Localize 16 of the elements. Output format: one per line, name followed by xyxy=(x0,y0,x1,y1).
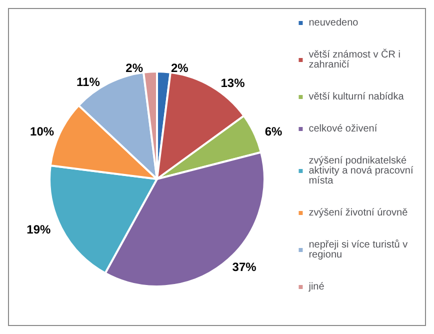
legend-label: nepřeji si více turistů v regionu xyxy=(308,238,410,260)
data-label: 10% xyxy=(30,124,54,139)
data-label: 2% xyxy=(126,60,144,75)
legend-label: jiné xyxy=(308,282,325,292)
data-label: 19% xyxy=(26,222,52,237)
legend-label: zvýšení životní úrovně xyxy=(308,208,408,218)
legend-label: celkové oživení xyxy=(308,124,378,134)
data-label: 13% xyxy=(220,76,246,90)
data-label: 6% xyxy=(264,124,283,139)
legend-label: zvýšení podnikatelské aktivity a nová pracovní místa xyxy=(308,156,416,186)
legend-label: větší kulturní nabídka xyxy=(308,92,404,102)
data-label: 2% xyxy=(170,60,189,75)
legend-label: neuvedeno xyxy=(308,18,359,28)
legend-label: větší známost v ČR i zahraničí xyxy=(308,48,404,70)
data-label: 37% xyxy=(232,260,257,274)
data-label: 11% xyxy=(76,74,100,89)
